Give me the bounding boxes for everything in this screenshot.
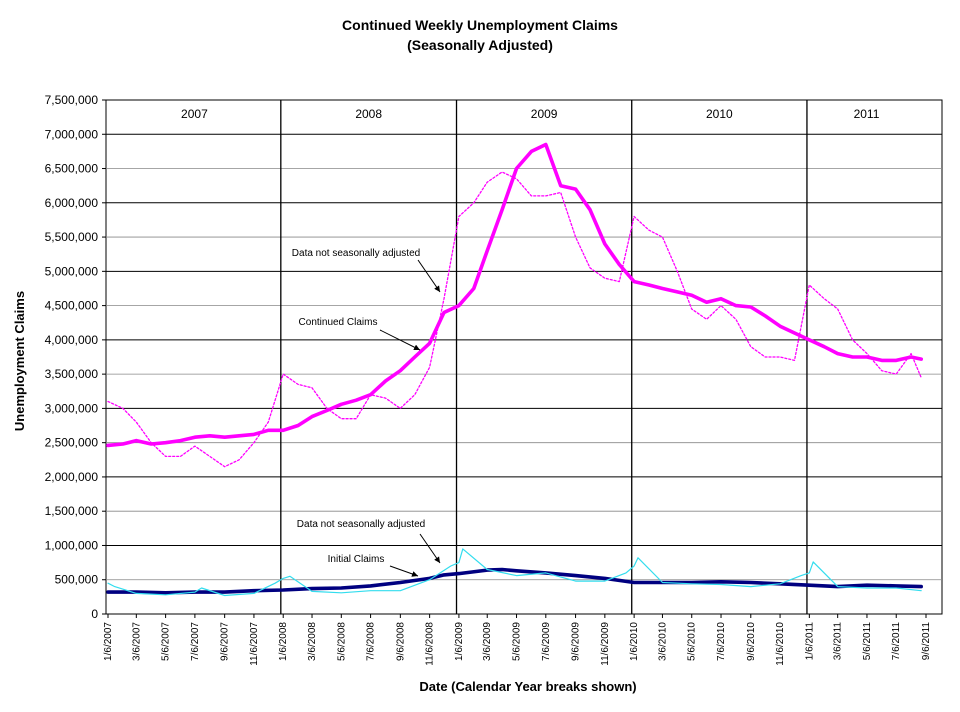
y-tick-label: 0 <box>91 607 98 621</box>
x-tick-label: 7/6/2009 <box>541 622 552 661</box>
x-tick-label: 7/6/2008 <box>366 622 377 661</box>
x-tick-label: 5/6/2011 <box>862 622 873 661</box>
y-tick-label: 6,000,000 <box>45 196 99 210</box>
plot-area <box>105 99 943 615</box>
annotation-arrow <box>389 565 419 577</box>
y-tick-label: 5,000,000 <box>45 264 99 278</box>
x-tick-label: 11/6/2010 <box>775 622 786 666</box>
x-tick-label: 11/6/2007 <box>249 622 260 666</box>
x-tick-label: 3/6/2010 <box>657 622 668 661</box>
series-line-4 <box>107 548 922 597</box>
annotation-label: Data not seasonally adjusted <box>292 248 420 259</box>
annotation-label: Initial Claims <box>328 554 385 565</box>
x-tick-label: 1/6/2007 <box>103 622 114 661</box>
year-label: 2011 <box>854 107 880 121</box>
x-tick-label: 7/6/2010 <box>716 622 727 661</box>
y-tick-label: 1,000,000 <box>45 538 99 552</box>
year-label: 2010 <box>706 107 733 121</box>
x-tick-label: 3/6/2009 <box>482 622 493 661</box>
y-tick-group: 0 500,000 1,000,000 1,500,000 2,000,000 2,500… <box>45 93 106 621</box>
annotation-arrow <box>419 533 441 564</box>
x-tick-label: 1/6/2010 <box>629 622 640 661</box>
y-tick-label: 7,000,000 <box>45 127 99 141</box>
y-tick-label: 3,000,000 <box>45 401 99 415</box>
annotation-label: Continued Claims <box>299 317 378 328</box>
x-tick-label: 5/6/2007 <box>161 622 172 661</box>
x-tick-label: 5/6/2008 <box>336 622 347 661</box>
y-tick-label: 7,500,000 <box>45 93 99 107</box>
y-tick-label: 5,500,000 <box>45 230 99 244</box>
y-tick-label: 4,000,000 <box>45 333 99 347</box>
x-tick-label: 11/6/2008 <box>425 622 436 666</box>
x-axis-label: Date (Calendar Year breaks shown) <box>419 679 636 694</box>
x-tick-label: 9/6/2011 <box>921 622 932 661</box>
chart-subtitle: (Seasonally Adjusted) <box>407 37 553 53</box>
x-tick-label: 9/6/2007 <box>220 622 231 661</box>
x-tick-group: 1/6/2007 3/6/2007 5/6/2007 7/6/2007 9/6/2007… <box>103 614 932 666</box>
x-tick-label: 7/6/2011 <box>891 622 902 661</box>
x-tick-label: 9/6/2008 <box>395 622 406 661</box>
series-line-2 <box>107 171 922 468</box>
chart-title: Continued Weekly Unemployment Claims <box>342 17 618 33</box>
annotation-group: Data not seasonally adjusted Continued Cl… <box>292 248 441 577</box>
x-tick-label: 5/6/2009 <box>512 622 523 661</box>
x-tick-label: 3/6/2007 <box>131 622 142 661</box>
plot-frame-group <box>105 99 943 615</box>
x-tick-label: 1/6/2008 <box>278 622 289 661</box>
annotation-arrow <box>417 259 441 293</box>
year-label: 2009 <box>531 107 558 121</box>
y-tick-label: 4,500,000 <box>45 299 99 313</box>
y-tick-label: 2,500,000 <box>45 436 99 450</box>
y-tick-label: 3,500,000 <box>45 367 99 381</box>
year-label: 2008 <box>355 107 382 121</box>
series-line-1 <box>106 142 924 448</box>
x-tick-label: 1/6/2011 <box>804 622 815 661</box>
x-tick-label: 9/6/2009 <box>571 622 582 661</box>
y-tick-label: 1,500,000 <box>45 504 99 518</box>
annotation-label: Data not seasonally adjusted <box>297 519 425 530</box>
annotation-arrow <box>379 329 421 351</box>
x-tick-label: 3/6/2008 <box>307 622 318 661</box>
year-label: 2007 <box>181 107 208 121</box>
grid-group <box>106 133 942 581</box>
x-tick-label: 5/6/2010 <box>687 622 698 661</box>
x-tick-label: 3/6/2011 <box>833 622 844 661</box>
y-tick-label: 2,000,000 <box>45 470 99 484</box>
x-tick-label: 1/6/2009 <box>454 622 465 661</box>
series-group <box>106 142 924 597</box>
year-divider-group: 2007 2008 2009 2010 2011 <box>181 100 880 614</box>
x-tick-label: 11/6/2009 <box>600 622 611 666</box>
y-tick-label: 6,500,000 <box>45 162 99 176</box>
x-tick-label: 9/6/2010 <box>746 622 757 661</box>
y-axis-label: Unemployment Claims <box>12 291 27 431</box>
y-tick-label: 500,000 <box>55 573 99 587</box>
x-tick-label: 7/6/2007 <box>190 622 201 661</box>
